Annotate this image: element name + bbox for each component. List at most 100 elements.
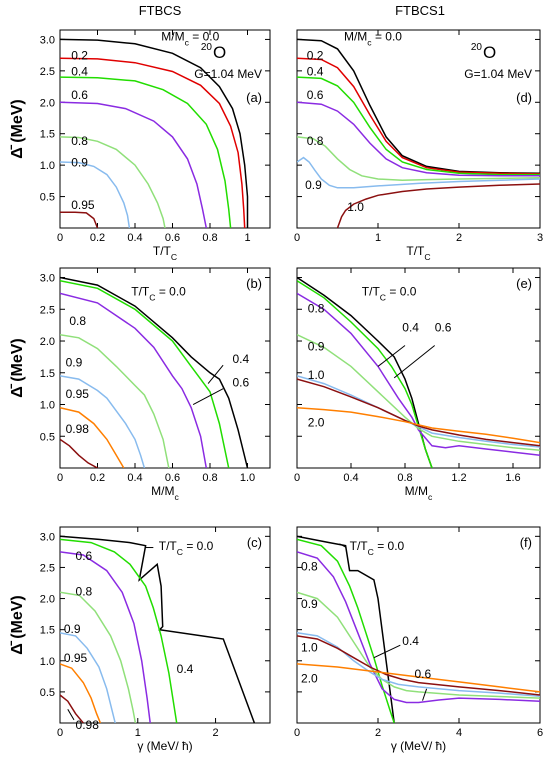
x-tick-label: 1.2 — [451, 472, 466, 484]
x-tick-label: 3 — [537, 232, 543, 244]
coupling-label: G=1.04 MeV — [464, 67, 532, 81]
y-tick-label: 3.0 — [40, 34, 55, 46]
series-line — [60, 136, 166, 228]
panel-c: 0 1 2 0.5 1.0 1.5 2.0 2.5 3.0 γ (MeV/ ħ) T/TC = 0.… — [40, 526, 271, 753]
series-group — [297, 38, 540, 228]
curve-label: 0.98 — [76, 718, 100, 732]
curve-label: 0.9 — [305, 178, 322, 192]
plot-frame — [59, 267, 271, 469]
series-line — [297, 101, 540, 177]
y-axis-label-text: Δ̄ (MeV) — [9, 99, 26, 159]
leader-line — [422, 688, 428, 701]
series-line — [297, 406, 540, 444]
x-tick-label: 1.0 — [240, 472, 255, 484]
series-line — [60, 76, 232, 228]
panels: Δ̄ (MeV)Δ̄ (MeV)Δ̄ (MeV)0 0.2 0.4 0.6 0.8 10.… — [9, 29, 543, 753]
y-tick-label: 0.5 — [40, 687, 55, 699]
x-tick-label: 2 — [212, 727, 218, 739]
nucleus-symbol: O — [213, 43, 226, 62]
curve-label: 0.98 — [66, 422, 90, 436]
leader-line — [373, 644, 401, 659]
leader-line — [207, 364, 224, 384]
series-line — [297, 632, 540, 697]
x-tick-label: 0.4 — [343, 472, 358, 484]
curve-label: 0.9 — [64, 622, 81, 636]
curve-label: 0.8 — [307, 134, 324, 148]
series-line — [297, 538, 395, 723]
series-line — [297, 635, 540, 696]
x-tick-label: 2 — [375, 727, 381, 739]
leader-line — [192, 388, 224, 405]
series-line — [60, 211, 99, 228]
series-line — [297, 38, 540, 175]
curve-label: 0.4 — [233, 352, 250, 366]
series-line — [60, 663, 102, 723]
y-tick-label: 2.0 — [40, 336, 55, 348]
x-tick-label: 0 — [294, 472, 300, 484]
y-axis-label: Δ̄ (MeV) — [9, 99, 26, 159]
panel-label: (c) — [247, 535, 262, 550]
curve-label: 0.8 — [301, 560, 318, 574]
series-line — [60, 279, 230, 468]
y-tick-label: 1.0 — [40, 400, 55, 412]
series-line — [297, 551, 540, 704]
curve-label: 0.95 — [66, 387, 90, 401]
panel-label: (f) — [520, 535, 532, 550]
curve-label: 0.2 — [307, 49, 324, 63]
panel-f: 0 2 4 6 γ (MeV/ ħ) T/TC = 0.0 0.8 0.9 1.0 2.0 0.4 0… — [294, 526, 543, 753]
curve-label: 0.4 — [71, 64, 88, 78]
curve-label: 2.0 — [308, 416, 325, 430]
curve-label: 0.6 — [233, 376, 250, 390]
series-line — [60, 375, 146, 468]
curve-label: 0.4 — [307, 64, 324, 78]
panel-label: (b) — [246, 276, 262, 291]
y-tick-label: 1.0 — [40, 656, 55, 668]
x-axis-label: M/Mc — [405, 484, 433, 502]
curve-label: 0.8 — [71, 134, 88, 148]
x-tick-label: 0 — [57, 472, 63, 484]
curve-label: 0.8 — [69, 314, 86, 328]
y-axis-label: Δ̄ (MeV) — [9, 595, 26, 655]
y-tick-label: 1.5 — [40, 625, 55, 637]
x-axis-label: M/Mc — [151, 484, 179, 502]
series-group — [60, 38, 249, 228]
curve-label: 0.95 — [64, 651, 88, 665]
x-tick-label: 0 — [57, 727, 63, 739]
nucleus-mass: 20 — [471, 42, 483, 53]
x-tick-label: 0.2 — [90, 472, 105, 484]
series-line — [60, 591, 137, 723]
plot-frame — [296, 526, 541, 724]
curve-label: 0.8 — [76, 584, 93, 598]
y-tick-label: 1.5 — [40, 368, 55, 380]
leader-line — [67, 709, 75, 721]
curve-label: 0.6 — [76, 549, 93, 563]
series-line — [336, 183, 540, 228]
curve-label: T/TC = 0.0 — [362, 284, 417, 302]
y-tick-label: 1.0 — [40, 160, 55, 172]
curve-label: 0.8 — [308, 301, 325, 315]
plot-frame — [296, 29, 541, 229]
leader-line — [339, 543, 347, 548]
panel-a: 0 0.2 0.4 0.6 0.8 10.51.01.52.02.53.0T/TCM/Mc… — [40, 29, 271, 262]
y-axis-label-text: Δ̄ (MeV) — [9, 595, 26, 655]
curve-label: 0.4 — [177, 662, 194, 676]
curve-label: 0.9 — [66, 355, 83, 369]
curve-label: 0.6 — [414, 667, 431, 681]
series-line — [297, 535, 395, 723]
nucleus-mass: 20 — [201, 42, 213, 53]
series-group — [297, 276, 540, 468]
y-tick-label: 3.0 — [40, 531, 55, 543]
series-line — [297, 156, 540, 189]
series-line — [60, 333, 170, 468]
panel-b: 0 0.2 0.4 0.6 0.8 1.0 0.5 1.0 1.5 2.0 2.5 3.0 M/Mc T/… — [40, 267, 271, 502]
curve-label: 0.4 — [402, 634, 419, 648]
curve-label: T/TC = 0.0 — [159, 539, 214, 557]
series-line — [60, 632, 116, 723]
panel-label: (d) — [516, 90, 532, 105]
curve-label: 0.2 — [71, 49, 88, 63]
series-group — [60, 276, 249, 468]
column-title-ftbcs: FTBCS — [139, 3, 182, 18]
y-tick-label: 2.0 — [40, 594, 55, 606]
x-tick-label: 1.6 — [505, 472, 520, 484]
series-line — [60, 57, 246, 228]
